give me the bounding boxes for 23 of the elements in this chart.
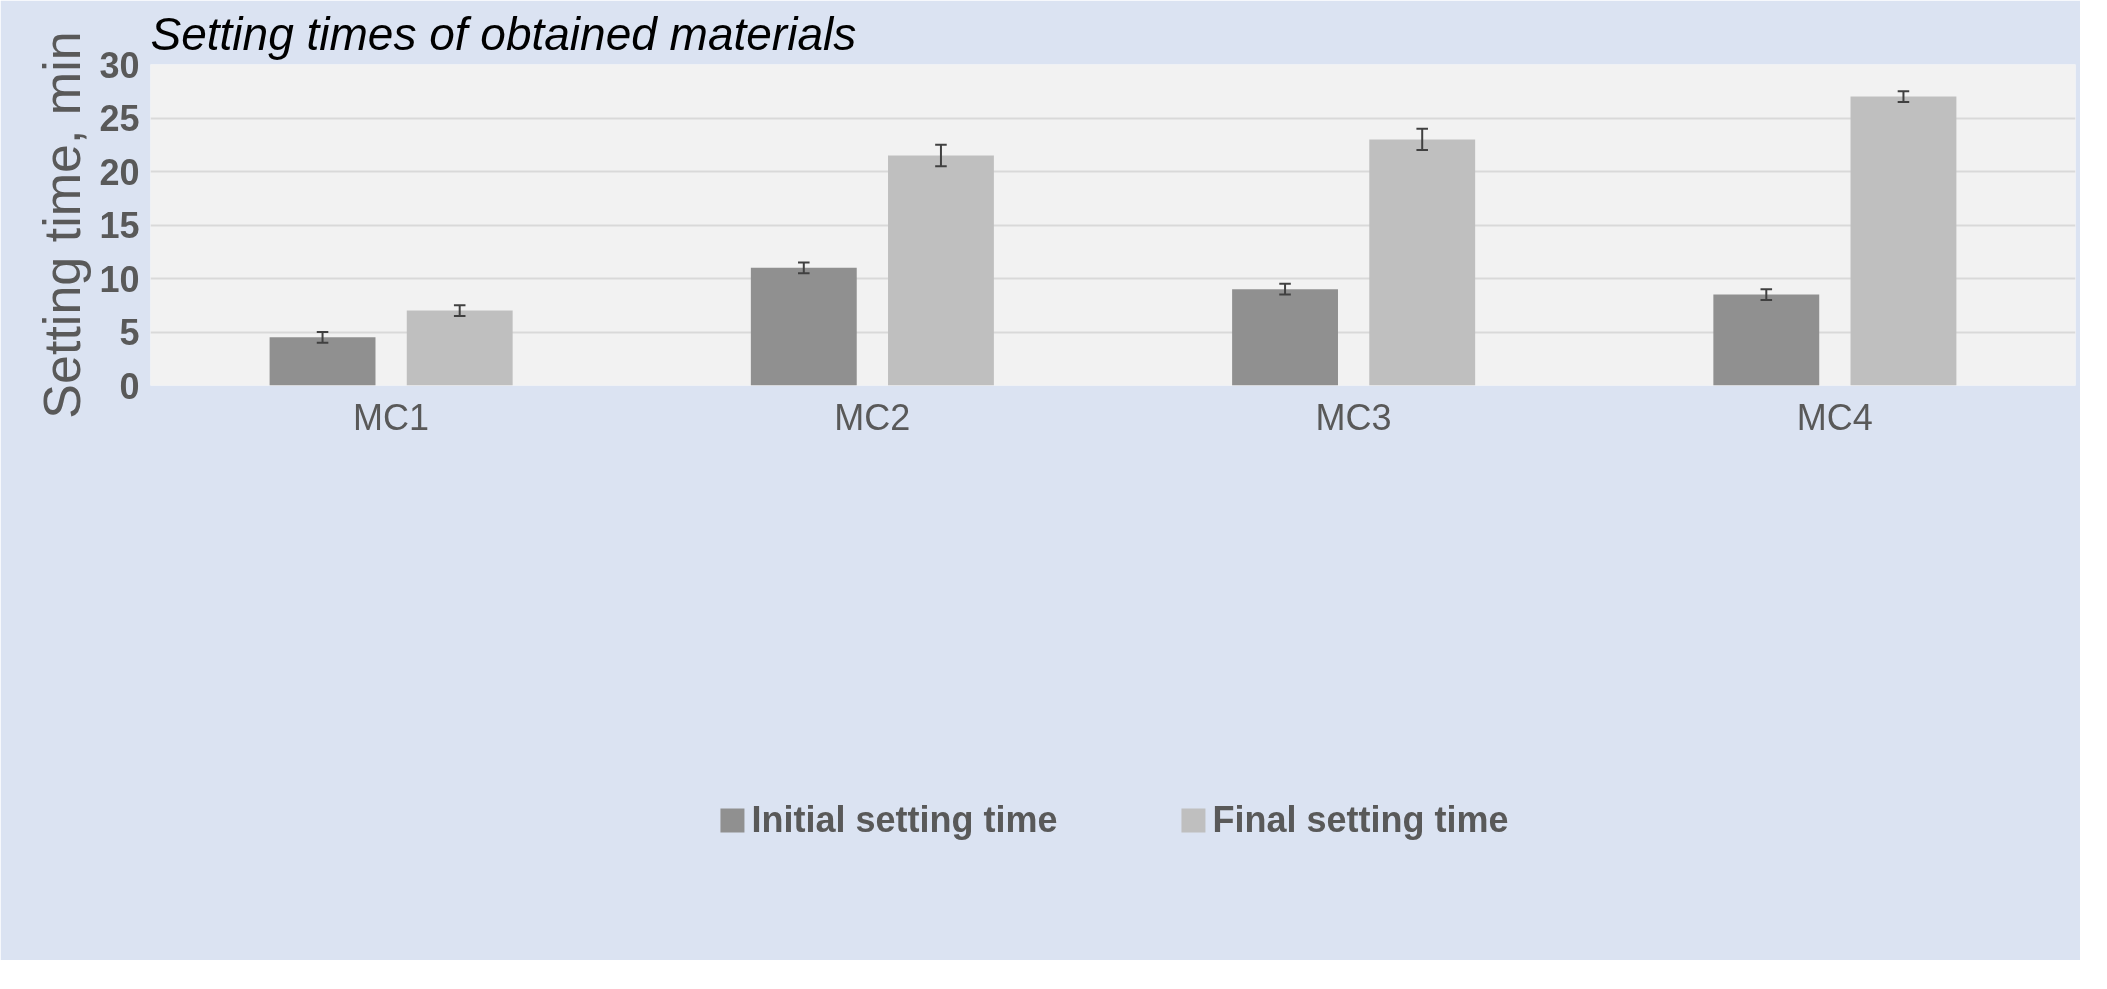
legend-label: Initial setting time [751,798,1058,841]
bar [888,155,994,386]
x-tick-label: MC4 [1796,396,1873,438]
legend-label: Final setting time [1212,798,1509,841]
y-tick-label: 30 [99,44,140,86]
bar [406,310,513,386]
y-tick-label: 15 [99,205,140,246]
bar [750,267,857,386]
x-tick-label: MC2 [834,396,911,438]
chart-title: Setting times of obtained materials [150,7,857,60]
y-tick-label: 25 [99,98,140,139]
y-tick-label: 20 [99,151,140,193]
bar [1369,139,1476,386]
bar [1850,96,1957,386]
y-axis-title: Setting time, min [33,31,92,419]
y-tick-label: 5 [119,312,140,353]
x-tick-label: MC3 [1315,396,1392,438]
bar [1713,294,1820,386]
y-tick-label: 10 [99,258,140,300]
bar [1232,289,1338,386]
x-tick-label: MC1 [353,396,430,438]
bar [269,337,376,386]
y-tick-label: 0 [119,365,140,407]
